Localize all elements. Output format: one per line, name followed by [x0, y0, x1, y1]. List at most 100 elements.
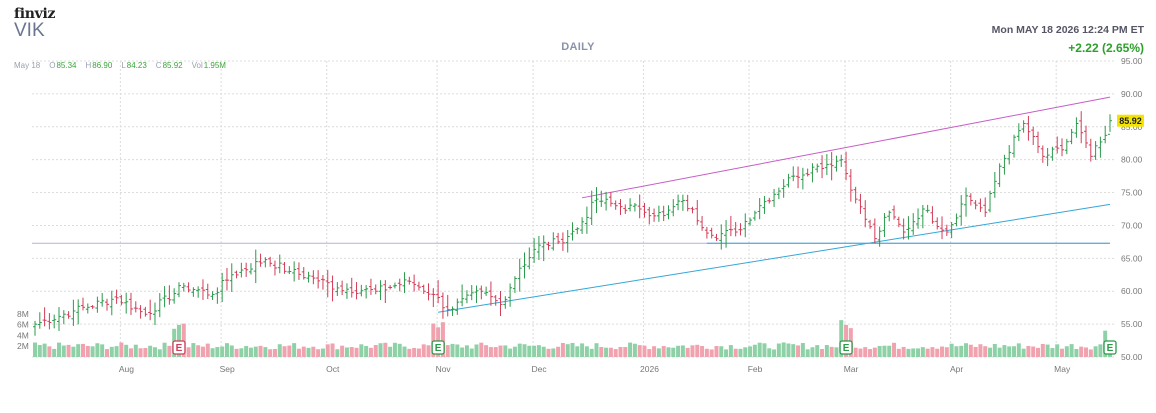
price-bar	[906, 216, 911, 240]
volume-bar	[824, 345, 829, 357]
price-bar	[436, 280, 441, 304]
volume-bar	[810, 347, 815, 357]
close-value: 85.92	[162, 61, 183, 70]
price-bar	[200, 279, 205, 300]
volume-bar	[272, 349, 277, 357]
price-bar	[666, 205, 671, 220]
price-bar	[277, 254, 282, 274]
volume-bar	[978, 344, 983, 357]
volume-bar	[268, 349, 273, 357]
price-bar	[224, 268, 229, 291]
volume-bar	[359, 344, 364, 357]
volume-bar	[397, 343, 402, 357]
volume-bar	[301, 346, 306, 357]
volume-bar	[80, 343, 85, 357]
price-bar	[61, 310, 66, 325]
month-label: Feb	[748, 364, 763, 374]
volume-bar	[450, 343, 455, 357]
volume-bar	[815, 345, 820, 357]
price-bar	[805, 168, 810, 177]
price-bar	[930, 206, 935, 224]
price-bar	[1002, 154, 1007, 175]
price-bar	[186, 282, 191, 293]
volume-bar	[196, 345, 201, 357]
price-bar	[172, 288, 177, 304]
close-label: C	[155, 61, 162, 70]
volume-bar	[488, 347, 493, 357]
price-bar	[239, 262, 244, 278]
price-bar	[368, 278, 373, 295]
volume-bar	[719, 346, 724, 357]
volume-bar	[152, 347, 157, 357]
finviz-logo[interactable]: finviz	[14, 6, 56, 22]
price-bar	[80, 297, 85, 311]
volume-bar	[412, 347, 417, 357]
volume-bar	[421, 344, 426, 357]
price-bar	[412, 274, 417, 292]
volume-bar	[532, 345, 537, 357]
volume-bar	[887, 345, 892, 357]
volume-bar	[33, 342, 37, 357]
volume-bar	[503, 345, 508, 357]
price-bar	[287, 266, 292, 275]
volume-bar	[935, 348, 940, 357]
price-bar	[124, 292, 129, 314]
price-bar	[128, 292, 133, 315]
price-bar	[887, 210, 892, 222]
price-bar	[997, 163, 1002, 188]
price-bar	[416, 281, 421, 291]
volume-bar	[282, 346, 287, 357]
price-bar	[532, 238, 537, 263]
volume-bar	[820, 348, 825, 357]
price-bar	[484, 286, 489, 296]
price-bar	[944, 224, 949, 237]
price-bar	[599, 190, 604, 207]
price-bar	[632, 202, 637, 212]
price-bar	[1084, 125, 1089, 149]
volume-bar	[536, 345, 541, 357]
price-bar	[114, 289, 119, 304]
volume-bar	[863, 347, 868, 357]
price-bar	[215, 287, 220, 304]
volume-bar	[1007, 346, 1012, 357]
price-bar	[767, 197, 772, 204]
price-bar	[37, 312, 42, 329]
volume-bar	[320, 348, 325, 357]
volume-bar	[882, 345, 887, 357]
volume-bar	[119, 342, 124, 357]
volume-bar	[527, 345, 532, 357]
volume-bar	[460, 347, 465, 357]
price-bar	[685, 194, 690, 212]
volume-bar	[968, 344, 973, 357]
volume-bar	[671, 347, 676, 357]
high-value: 86.90	[92, 61, 113, 70]
price-tick-label: 80.00	[1121, 155, 1143, 165]
earnings-marker: E	[839, 340, 853, 355]
price-tick-label: 90.00	[1121, 89, 1143, 99]
price-bar	[474, 285, 479, 304]
price-bar	[455, 298, 460, 315]
volume-bar	[440, 322, 445, 357]
volume-bar	[56, 342, 61, 357]
price-bar	[642, 202, 647, 218]
price-bar	[431, 288, 436, 308]
price-bar	[1026, 115, 1031, 141]
price-bar	[263, 257, 268, 268]
month-label: May	[1054, 364, 1071, 374]
volume-bar	[709, 349, 714, 357]
volume-bar	[892, 342, 897, 357]
volume-bar	[896, 348, 901, 357]
volume-bar	[652, 346, 657, 357]
price-bar	[877, 226, 882, 247]
price-bar	[872, 218, 877, 244]
volume-bar	[138, 348, 143, 357]
price-bar	[364, 285, 369, 299]
volume-bar	[762, 343, 767, 357]
price-bar	[306, 271, 311, 283]
volume-bar	[95, 343, 100, 357]
volume-bar	[277, 344, 282, 357]
volume-bar	[287, 345, 292, 357]
volume-bar	[311, 346, 316, 357]
price-bar	[815, 163, 820, 173]
